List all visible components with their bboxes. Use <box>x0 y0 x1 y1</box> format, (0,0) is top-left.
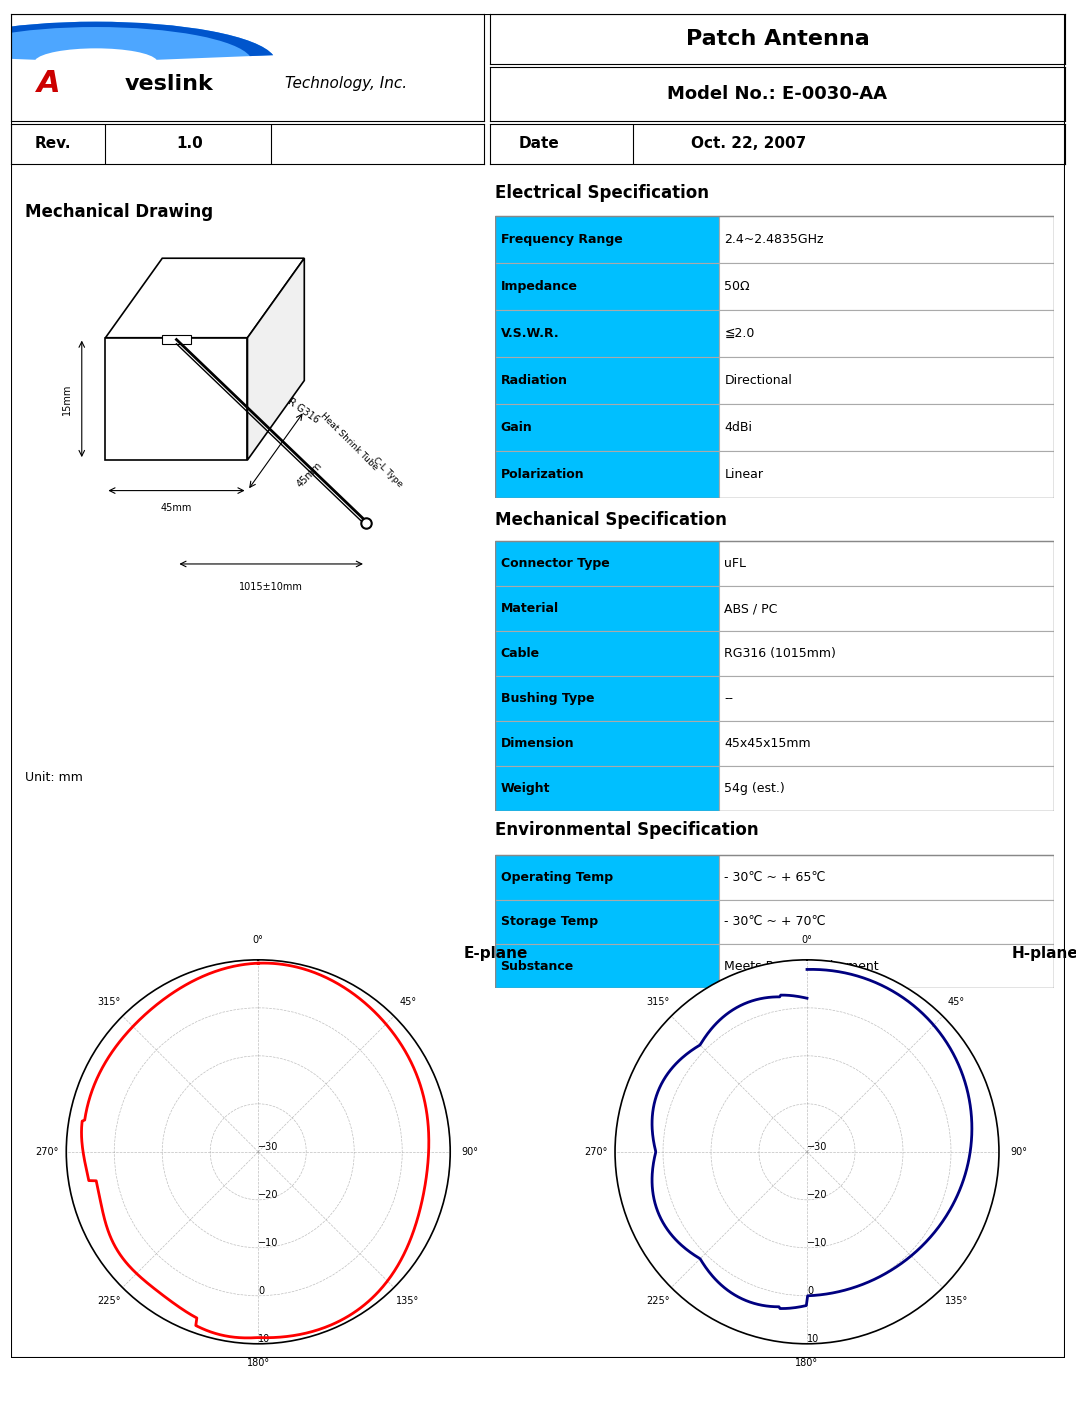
Bar <box>495 675 719 721</box>
Bar <box>719 586 1054 631</box>
Bar <box>495 310 719 357</box>
Text: 45x45x15mm: 45x45x15mm <box>724 737 811 749</box>
Text: 54g (est.): 54g (est.) <box>724 782 785 795</box>
Bar <box>495 263 719 310</box>
Bar <box>495 216 1054 498</box>
Text: Model No.: E-0030-AA: Model No.: E-0030-AA <box>667 85 888 102</box>
Bar <box>719 721 1054 765</box>
Bar <box>495 542 1054 811</box>
Text: Directional: Directional <box>724 374 792 387</box>
Wedge shape <box>0 21 273 60</box>
Text: Polarization: Polarization <box>500 468 584 481</box>
Text: R G316: R G316 <box>285 397 321 425</box>
Text: Technology, Inc.: Technology, Inc. <box>285 75 408 91</box>
Bar <box>495 357 719 404</box>
Text: V.S.W.R.: V.S.W.R. <box>500 327 560 340</box>
Text: Impedance: Impedance <box>500 280 578 293</box>
Text: - 30℃ ~ + 65℃: - 30℃ ~ + 65℃ <box>724 870 825 884</box>
Bar <box>719 675 1054 721</box>
Bar <box>495 944 719 988</box>
Bar <box>495 900 719 944</box>
Polygon shape <box>162 334 190 344</box>
Bar <box>719 900 1054 944</box>
Text: Operating Temp: Operating Temp <box>500 870 612 884</box>
Bar <box>719 216 1054 263</box>
Text: Material: Material <box>500 603 558 616</box>
Bar <box>719 263 1054 310</box>
Text: ABS / PC: ABS / PC <box>724 603 778 616</box>
Text: Rev.: Rev. <box>34 137 71 151</box>
Bar <box>495 451 719 498</box>
Text: 45mm: 45mm <box>160 503 193 513</box>
Bar <box>719 310 1054 357</box>
Bar <box>495 855 1054 988</box>
Text: Date: Date <box>519 137 560 151</box>
Bar <box>719 404 1054 451</box>
Bar <box>495 855 719 900</box>
Polygon shape <box>247 259 305 459</box>
Text: Electrical Specification: Electrical Specification <box>495 183 709 202</box>
Text: 1015±10mm: 1015±10mm <box>239 583 303 593</box>
Text: Bushing Type: Bushing Type <box>500 693 594 705</box>
Text: Storage Temp: Storage Temp <box>500 916 597 929</box>
Bar <box>719 357 1054 404</box>
Text: Meets RoHs requirement: Meets RoHs requirement <box>724 960 879 973</box>
Text: 4dBi: 4dBi <box>724 421 752 434</box>
Bar <box>495 721 719 765</box>
Text: Patch Antenna: Patch Antenna <box>685 28 869 50</box>
Text: veslink: veslink <box>125 74 213 94</box>
Bar <box>495 216 719 263</box>
Text: 45mm: 45mm <box>295 459 324 489</box>
Text: 2.4~2.4835GHz: 2.4~2.4835GHz <box>724 233 824 246</box>
Text: C-L Type: C-L Type <box>370 455 404 489</box>
Text: Unit: mm: Unit: mm <box>25 771 83 784</box>
Text: --: -- <box>724 693 734 705</box>
Text: Connector Type: Connector Type <box>500 557 609 570</box>
Text: A: A <box>37 70 60 98</box>
Bar <box>719 631 1054 675</box>
Text: - 30℃ ~ + 70℃: - 30℃ ~ + 70℃ <box>724 916 826 929</box>
Text: Linear: Linear <box>724 468 763 481</box>
Bar <box>495 542 719 586</box>
Bar <box>495 404 719 451</box>
Text: Oct. 22, 2007: Oct. 22, 2007 <box>691 137 806 151</box>
Bar <box>495 586 719 631</box>
Text: uFL: uFL <box>724 557 747 570</box>
Title: E-plane: E-plane <box>464 946 528 961</box>
Bar <box>495 765 719 811</box>
Text: Dimension: Dimension <box>500 737 575 749</box>
Text: Heat Shrink Tube: Heat Shrink Tube <box>318 411 380 472</box>
Bar <box>719 542 1054 586</box>
Wedge shape <box>0 21 273 55</box>
Bar <box>719 855 1054 900</box>
Text: Radiation: Radiation <box>500 374 567 387</box>
Text: Substance: Substance <box>500 960 574 973</box>
Text: 50Ω: 50Ω <box>724 280 750 293</box>
Title: H-plane: H-plane <box>1011 946 1076 961</box>
Text: Frequency Range: Frequency Range <box>500 233 622 246</box>
Text: Gain: Gain <box>500 421 533 434</box>
Text: ≦2.0: ≦2.0 <box>724 327 754 340</box>
Text: Mechanical Specification: Mechanical Specification <box>495 510 726 529</box>
Text: Cable: Cable <box>500 647 540 660</box>
Polygon shape <box>105 337 247 459</box>
Polygon shape <box>105 259 305 337</box>
Bar <box>719 451 1054 498</box>
Bar <box>719 944 1054 988</box>
Bar <box>495 631 719 675</box>
Text: 2375 Zanker Rd., #240, San Jose, CA 95131  Phone: 408 383-0688 Fax: 408 383-0388: 2375 Zanker Rd., #240, San Jose, CA 9513… <box>208 1384 868 1396</box>
Text: Mechanical Drawing: Mechanical Drawing <box>25 203 213 222</box>
Text: 1.0: 1.0 <box>176 137 203 151</box>
Text: RG316 (1015mm): RG316 (1015mm) <box>724 647 836 660</box>
Text: 15mm: 15mm <box>62 383 72 415</box>
Text: Environmental Specification: Environmental Specification <box>495 820 759 839</box>
Text: Weight: Weight <box>500 782 550 795</box>
Bar <box>719 765 1054 811</box>
